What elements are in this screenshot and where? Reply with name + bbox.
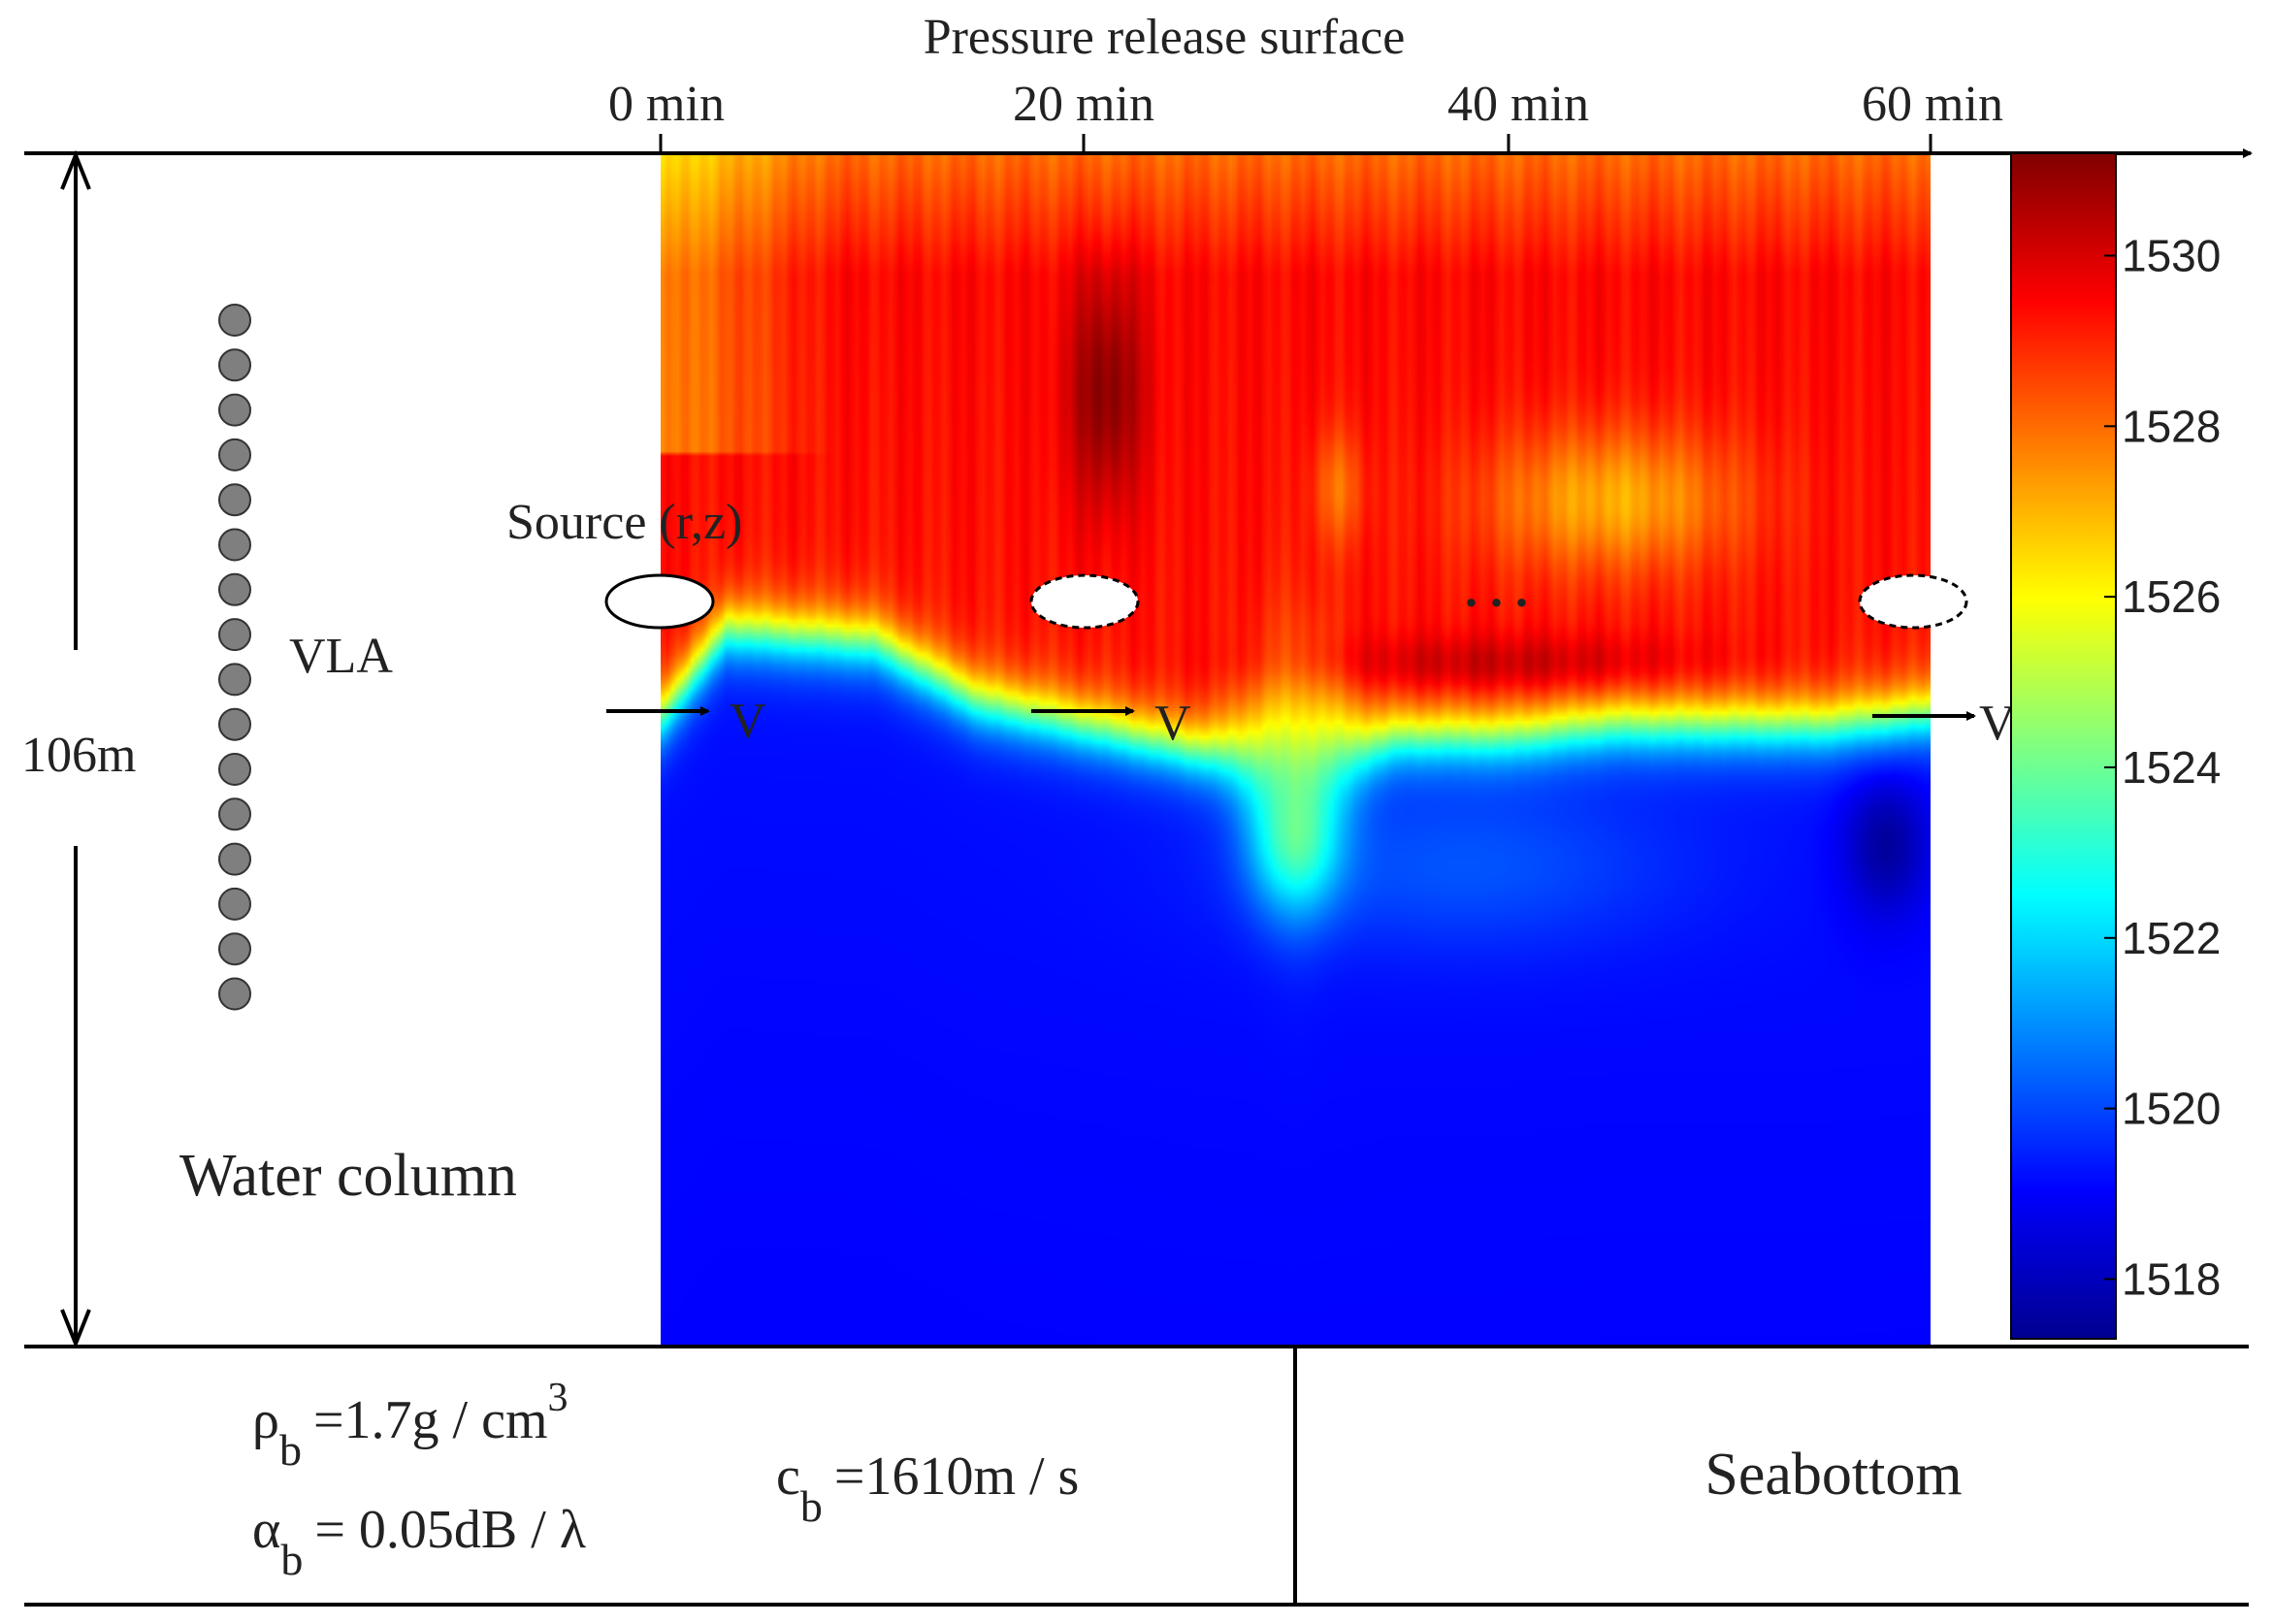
velocity-arrow-60: V [1872, 696, 2016, 751]
water-column-label: Water column [179, 1143, 517, 1209]
colorbar-tick-label: 1530 [2122, 230, 2221, 280]
hydrophone [218, 663, 251, 697]
time-tick-60: 60 min [1862, 77, 2003, 132]
colorbar-tick-label: 1518 [2122, 1253, 2221, 1304]
rho-superscript: 3 [548, 1376, 568, 1420]
colorbar-rect [2010, 152, 2117, 1340]
rho-subscript: b [279, 1425, 302, 1475]
velocity-arrow-20: V [1031, 696, 1191, 751]
hydrophone [218, 483, 251, 517]
velocity-label-0: V [730, 694, 766, 749]
velocity-arrow-0: V [606, 694, 766, 749]
surface-title: Pressure release surface [924, 10, 1406, 65]
source-ellipsis: . . . [1465, 563, 1528, 618]
depth-label: 106m [21, 728, 136, 783]
colorbar-tick-label: 1528 [2122, 401, 2221, 451]
source-label: Source (r,z) [506, 495, 742, 550]
sound-speed-heatmap [661, 153, 1931, 1345]
colorbar-tick-label: 1522 [2122, 913, 2221, 963]
hydrophone [218, 393, 251, 427]
hydrophone [218, 707, 251, 741]
hydrophone [218, 932, 251, 966]
alpha-symbol: α [252, 1500, 280, 1560]
hydrophone [218, 572, 251, 606]
hydrophone [218, 753, 251, 786]
time-tick-20: 20 min [1013, 77, 1154, 132]
hydrophone [218, 977, 251, 1011]
seabottom-parameters: ρb =1.7g / cm3 αb = 0.05dB / λ cb =1610m / … [252, 1376, 1963, 1584]
hydrophone [218, 348, 251, 382]
colorbar-tick-label: 1520 [2122, 1084, 2221, 1134]
hydrophone [218, 887, 251, 921]
velocity-label-60: V [1979, 696, 2016, 751]
c-symbol: c [776, 1446, 800, 1507]
source-position-0 [604, 573, 715, 630]
colorbar: 1518 1520 1522 1524 1526 1528 1530 [2010, 152, 2221, 1340]
hydrophone [218, 438, 251, 471]
c-value: =1610m / s [834, 1446, 1080, 1507]
hydrophone [218, 304, 251, 337]
seabottom-label: Seabottom [1705, 1442, 1962, 1508]
alpha-param: αb = 0.05dB / λ [252, 1500, 586, 1584]
c-subscript: b [800, 1481, 823, 1531]
colorbar-ticks: 1518 1520 1522 1524 1526 1528 1530 [2104, 230, 2221, 1304]
vla-label: VLA [289, 629, 393, 684]
hydrophone [218, 618, 251, 652]
time-axis: 0 min 20 min 40 min 60 min [608, 77, 2003, 153]
rho-param: ρb =1.7g / cm3 [252, 1376, 568, 1475]
time-tick-0: 0 min [608, 77, 725, 132]
hydrophone [218, 528, 251, 562]
alpha-subscript: b [280, 1535, 303, 1584]
rho-value: =1.7g / cm [313, 1390, 548, 1450]
rho-symbol: ρ [252, 1390, 279, 1450]
velocity-label-20: V [1154, 696, 1191, 751]
source-position-20 [1029, 573, 1140, 630]
alpha-value: = 0.05dB / λ [314, 1500, 586, 1560]
colorbar-tick-label: 1524 [2122, 742, 2221, 793]
c-param: cb =1610m / s [776, 1446, 1079, 1531]
time-tick-40: 40 min [1447, 77, 1589, 132]
colorbar-tick-label: 1526 [2122, 571, 2221, 622]
depth-dimension: 106m [21, 149, 136, 1349]
hydrophone [218, 842, 251, 876]
depth-arrowhead-top [60, 149, 91, 190]
source-position-60 [1858, 573, 1968, 630]
hydrophone [218, 797, 251, 831]
depth-arrowhead-bottom [60, 1309, 91, 1349]
vla-array [218, 304, 251, 1011]
